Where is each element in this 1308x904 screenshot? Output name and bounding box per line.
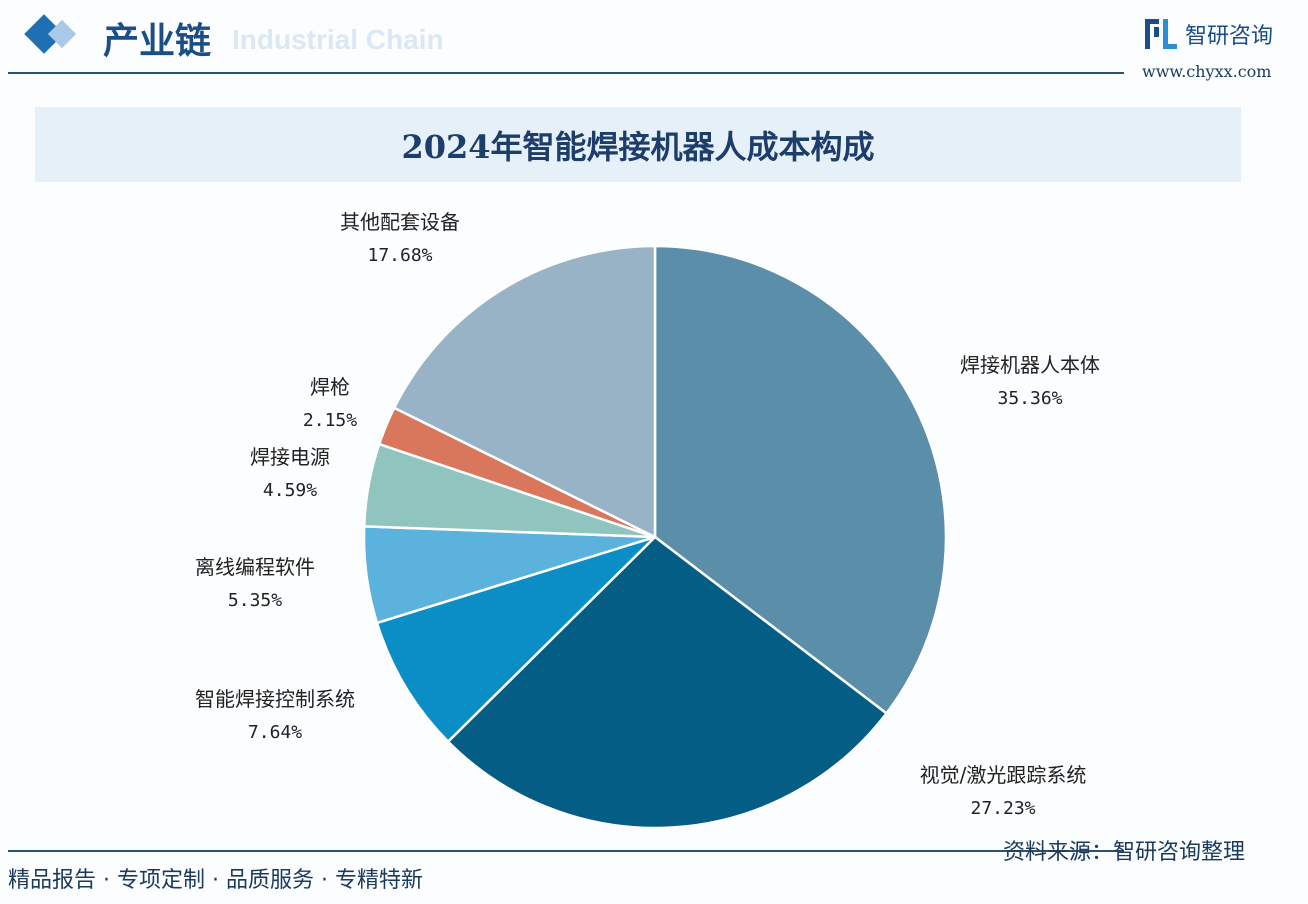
pie-slice (446, 535, 889, 830)
slice-label-value: 27.23% (970, 798, 1036, 819)
slice-label: 离线编程软件 5.35% (195, 550, 315, 618)
brand-url: www.chyxx.com (1142, 62, 1272, 81)
slice-label: 其他配套设备 17.68% (340, 205, 460, 273)
slice-label-name: 焊接机器人本体 (960, 353, 1100, 377)
footer-divider (8, 850, 1124, 852)
slice-label-value: 4.59% (262, 480, 318, 501)
section-subtitle: Industrial Chain (232, 24, 444, 55)
chart-title-band: 2024年智能焊接机器人成本构成 (35, 107, 1241, 182)
slice-label: 视觉/激光跟踪系统 27.23% (920, 758, 1087, 826)
brand-logo-icon (1145, 19, 1177, 49)
slice-label: 焊接机器人本体 35.36% (960, 348, 1100, 416)
slice-label-name: 焊枪 (310, 375, 350, 399)
source-note: 资料来源：智研咨询整理 (1003, 840, 1246, 865)
slice-label-value: 5.35% (227, 590, 283, 611)
pie-slice (375, 535, 656, 744)
brand-logo: 智研咨询 (1145, 18, 1273, 50)
slice-label-name: 视觉/激光跟踪系统 (919, 763, 1087, 787)
slice-label-name: 智能焊接控制系统 (195, 687, 355, 711)
brand-name: 智研咨询 (1185, 24, 1274, 49)
slice-label-value: 2.15% (302, 410, 358, 431)
slice-label-name: 焊接电源 (250, 445, 330, 469)
pie-slice (392, 244, 657, 540)
footer-tagline: 精品报告 · 专项定制 · 品质服务 · 专精特新 (8, 868, 423, 893)
slice-label-name: 离线编程软件 (195, 555, 315, 579)
slice-label-value: 7.64% (247, 722, 303, 743)
section-title: 产业链 (103, 21, 212, 62)
header-divider (8, 72, 1124, 74)
slice-label-value: 17.68% (367, 245, 433, 266)
slice-label: 焊接电源 4.59% (250, 440, 330, 508)
pie-slice (653, 244, 948, 716)
slice-label-value: 35.36% (997, 388, 1063, 409)
slice-label: 焊枪 2.15% (303, 370, 357, 438)
slice-label: 智能焊接控制系统 7.64% (195, 682, 355, 750)
chart-title: 2024年智能焊接机器人成本构成 (401, 127, 875, 166)
slice-label-name: 其他配套设备 (340, 210, 460, 234)
